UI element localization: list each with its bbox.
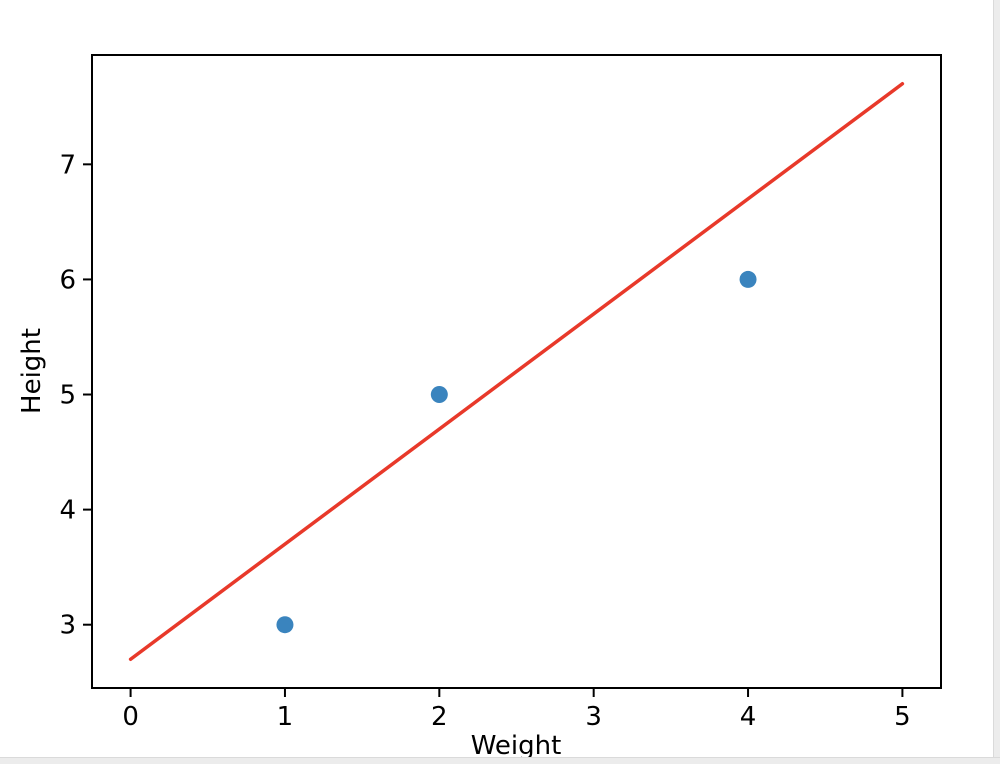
- x-axis-label: Weight: [471, 731, 562, 761]
- x-tick-label: 5: [894, 702, 911, 732]
- plot-area: 0 1 2 3 4 5 3 4 5 6 7: [59, 54, 942, 732]
- data-point: [430, 386, 448, 404]
- x-tick-label: 3: [585, 702, 602, 732]
- y-tick-label: 3: [59, 611, 76, 641]
- regression-line: [128, 82, 905, 661]
- y-tick-label: 7: [59, 150, 76, 180]
- x-tick-label: 2: [431, 702, 448, 732]
- x-tick-label: 1: [277, 702, 294, 732]
- y-tick-label: 5: [59, 381, 76, 411]
- x-tick-label: 4: [740, 702, 757, 732]
- window-edge-bottom: [0, 757, 1000, 764]
- axes-spines: [91, 54, 942, 689]
- y-tick-label: 4: [59, 496, 76, 526]
- y-tick-label: 6: [59, 265, 76, 295]
- x-tick-label: 0: [122, 702, 139, 732]
- y-axis-label: Height: [17, 328, 47, 414]
- data-point: [276, 616, 294, 634]
- data-point: [739, 270, 757, 288]
- window-edge-right: [993, 0, 1000, 764]
